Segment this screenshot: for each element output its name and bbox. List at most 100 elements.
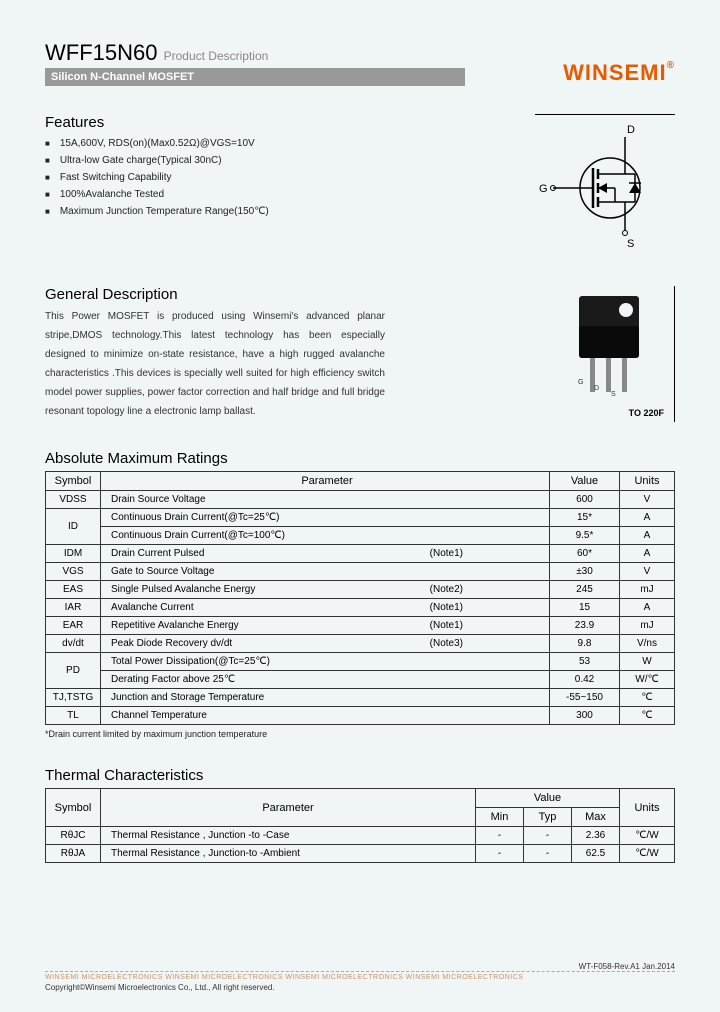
cell-value: 15 — [550, 599, 620, 617]
datasheet-page: WFF15N60 Product Description Silicon N-C… — [0, 0, 720, 1012]
package-svg: G D S — [534, 286, 664, 406]
table-row: IDMDrain Current Pulsed(Note1)60*A — [46, 545, 675, 563]
cell-min: - — [476, 845, 524, 863]
cell-unit: V/ns — [620, 635, 675, 653]
product-desc-label: Product Description — [164, 49, 269, 63]
svg-text:G: G — [578, 379, 583, 386]
cell-param: Gate to Source Voltage — [101, 563, 550, 581]
features-block: Features 15A,600V, RDS(on)(Max0.52Ω)@VGS… — [45, 114, 365, 258]
package-label: TO 220F — [534, 408, 664, 418]
cell-value: 600 — [550, 491, 620, 509]
table-row: IDContinuous Drain Current(@Tc=25℃)15*A — [46, 509, 675, 527]
svg-text:S: S — [611, 391, 616, 398]
features-list: 15A,600V, RDS(on)(Max0.52Ω)@VGS=10VUltra… — [45, 135, 365, 220]
cell-symbol: TL — [46, 707, 101, 725]
table-row: EARRepetitive Avalanche Energy(Note1)23.… — [46, 617, 675, 635]
cell-param: Single Pulsed Avalanche Energy(Note2) — [101, 581, 550, 599]
cell-unit: ℃/W — [620, 845, 675, 863]
cell-value: 0.42 — [550, 671, 620, 689]
svg-text:G: G — [539, 183, 548, 195]
cell-param: Peak Diode Recovery dv/dt(Note3) — [101, 635, 550, 653]
cell-unit: mJ — [620, 617, 675, 635]
cell-symbol: VGS — [46, 563, 101, 581]
cell-value: 53 — [550, 653, 620, 671]
th-th-param: Parameter — [101, 789, 476, 827]
cell-unit: A — [620, 599, 675, 617]
mosfet-symbol-svg: D G — [535, 123, 675, 253]
feature-item: Fast Switching Capability — [45, 169, 365, 186]
cell-unit: A — [620, 509, 675, 527]
feature-item: Ultra-low Gate charge(Typical 30nC) — [45, 152, 365, 169]
header: WFF15N60 Product Description Silicon N-C… — [45, 40, 675, 86]
title-block: WFF15N60 Product Description Silicon N-C… — [45, 40, 465, 86]
cell-param: Junction and Storage Temperature — [101, 689, 550, 707]
cell-value: 300 — [550, 707, 620, 725]
cell-value: 23.9 — [550, 617, 620, 635]
product-title: WFF15N60 Product Description — [45, 40, 465, 66]
cell-value: ±30 — [550, 563, 620, 581]
th-th-typ: Typ — [524, 808, 572, 827]
table-row: IARAvalanche Current(Note1)15A — [46, 599, 675, 617]
cell-value: 9.5* — [550, 527, 620, 545]
svg-text:D: D — [627, 124, 635, 136]
table-row: Continuous Drain Current(@Tc=100℃)9.5*A — [46, 527, 675, 545]
cell-unit: ℃/W — [620, 827, 675, 845]
cell-typ: - — [524, 827, 572, 845]
table-row: Derating Factor above 25℃0.42W/℃ — [46, 671, 675, 689]
cell-symbol: EAR — [46, 617, 101, 635]
footer-copyright: Copyright©Winsemi Microelectronics Co., … — [45, 983, 275, 992]
abs-footnote: *Drain current limited by maximum juncti… — [45, 729, 675, 739]
footer-rev: WT-F058-Rev.A1 Jan.2014 — [45, 962, 675, 971]
abs-max-section: Absolute Maximum Ratings Symbol Paramete… — [45, 450, 675, 739]
table-row: RθJCThermal Resistance , Junction -to -C… — [46, 827, 675, 845]
cell-value: 245 — [550, 581, 620, 599]
cell-param: Continuous Drain Current(@Tc=100℃) — [101, 527, 550, 545]
th-th-units: Units — [620, 789, 675, 827]
cell-param: Drain Source Voltage — [101, 491, 550, 509]
feature-item: 100%Avalanche Tested — [45, 186, 365, 203]
cell-param: Drain Current Pulsed(Note1) — [101, 545, 550, 563]
abs-th-value: Value — [550, 472, 620, 491]
cell-unit: mJ — [620, 581, 675, 599]
cell-symbol: TJ,TSTG — [46, 689, 101, 707]
cell-max: 2.36 — [572, 827, 620, 845]
th-th-min: Min — [476, 808, 524, 827]
registered-icon: ® — [667, 60, 675, 71]
cell-symbol: EAS — [46, 581, 101, 599]
th-th-max: Max — [572, 808, 620, 827]
thermal-table: Symbol Parameter Value Units Min Typ Max… — [45, 788, 675, 863]
general-text: This Power MOSFET is produced using Wins… — [45, 307, 385, 421]
cell-param: Continuous Drain Current(@Tc=25℃) — [101, 509, 550, 527]
cell-typ: - — [524, 845, 572, 863]
cell-symbol: ID — [46, 509, 101, 545]
cell-symbol: dv/dt — [46, 635, 101, 653]
thermal-heading: Thermal Characteristics — [45, 767, 675, 784]
cell-value: 60* — [550, 545, 620, 563]
cell-value: -55~150 — [550, 689, 620, 707]
part-number: WFF15N60 — [45, 40, 157, 65]
category-bar: Silicon N-Channel MOSFET — [45, 68, 465, 86]
table-row: VGSGate to Source Voltage±30V — [46, 563, 675, 581]
cell-value: 15* — [550, 509, 620, 527]
cell-param: Avalanche Current(Note1) — [101, 599, 550, 617]
table-row: TLChannel Temperature300℃ — [46, 707, 675, 725]
cell-unit: V — [620, 563, 675, 581]
svg-text:S: S — [627, 238, 634, 250]
cell-unit: V — [620, 491, 675, 509]
cell-unit: ℃ — [620, 689, 675, 707]
cell-param: Thermal Resistance , Junction-to -Ambien… — [101, 845, 476, 863]
cell-symbol: IAR — [46, 599, 101, 617]
feature-item: 15A,600V, RDS(on)(Max0.52Ω)@VGS=10V — [45, 135, 365, 152]
cell-param: Total Power Dissipation(@Tc=25℃) — [101, 653, 550, 671]
cell-symbol: IDM — [46, 545, 101, 563]
abs-th-symbol: Symbol — [46, 472, 101, 491]
features-section: Features 15A,600V, RDS(on)(Max0.52Ω)@VGS… — [45, 114, 675, 258]
th-th-value: Value — [476, 789, 620, 808]
cell-unit: W/℃ — [620, 671, 675, 689]
cell-max: 62.5 — [572, 845, 620, 863]
table-row: dv/dtPeak Diode Recovery dv/dt(Note3)9.8… — [46, 635, 675, 653]
cell-sym: RθJA — [46, 845, 101, 863]
abs-max-heading: Absolute Maximum Ratings — [45, 450, 675, 467]
svg-text:D: D — [594, 385, 599, 392]
cell-param: Repetitive Avalanche Energy(Note1) — [101, 617, 550, 635]
